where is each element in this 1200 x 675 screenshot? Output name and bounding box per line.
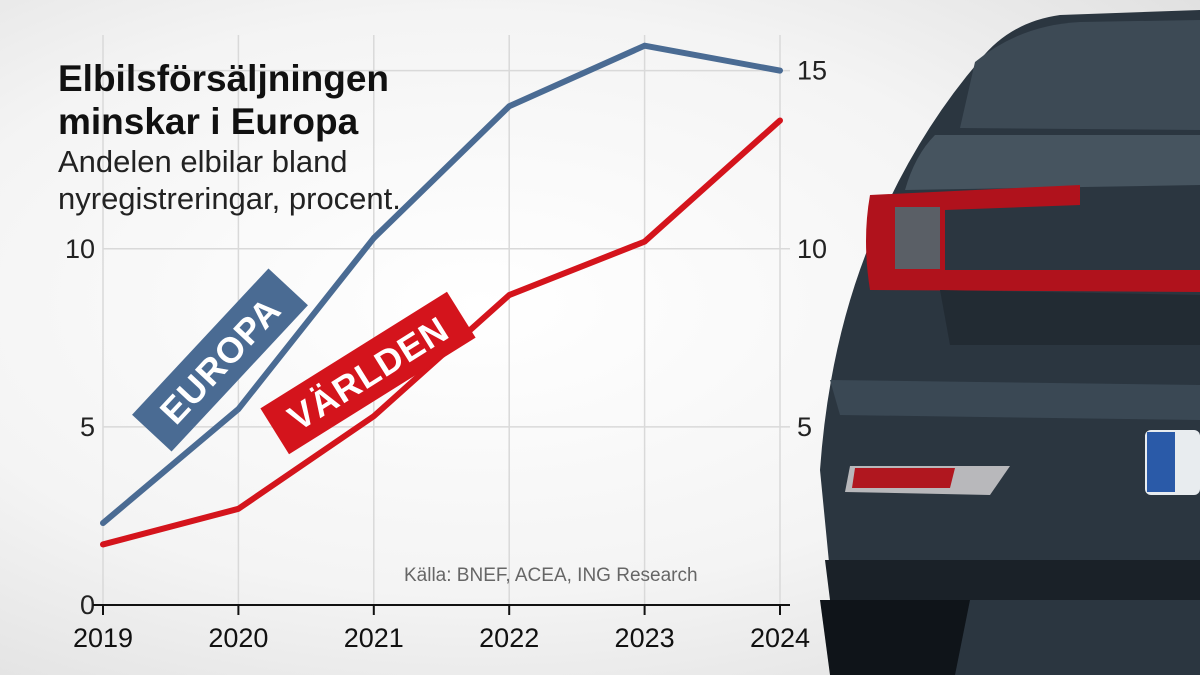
y-tick-label-right: 10: [797, 234, 827, 264]
chart-subtitle: Andelen elbilar bland nyregistreringar, …: [58, 144, 401, 216]
series-label-box: [132, 268, 308, 452]
x-tick-label: 2020: [208, 623, 268, 653]
y-tick-label-right: 15: [797, 56, 827, 86]
y-tick-label-left: 10: [65, 234, 95, 264]
y-tick-label-right: 5: [797, 412, 812, 442]
chart-title: Elbilsförsäljningen minskar i Europa: [58, 58, 389, 142]
x-tick-label: 2024: [750, 623, 810, 653]
y-tick-label-left: 0: [80, 590, 95, 620]
x-tick-label: 2023: [615, 623, 675, 653]
series-line-europa: [100, 42, 783, 527]
y-tick-label-left: 5: [80, 412, 95, 442]
car-image: [820, 10, 1200, 675]
source-note: Källa: BNEF, ACEA, ING Research: [404, 565, 698, 586]
x-tick-label: 2019: [73, 623, 133, 653]
axes: 0 5 5 10 10 15 2019 2020 2021 2022 2023 2024: [65, 56, 827, 653]
x-tick-label: 2022: [479, 623, 539, 653]
series-label-box: [260, 291, 476, 455]
x-tick-label: 2021: [344, 623, 404, 653]
